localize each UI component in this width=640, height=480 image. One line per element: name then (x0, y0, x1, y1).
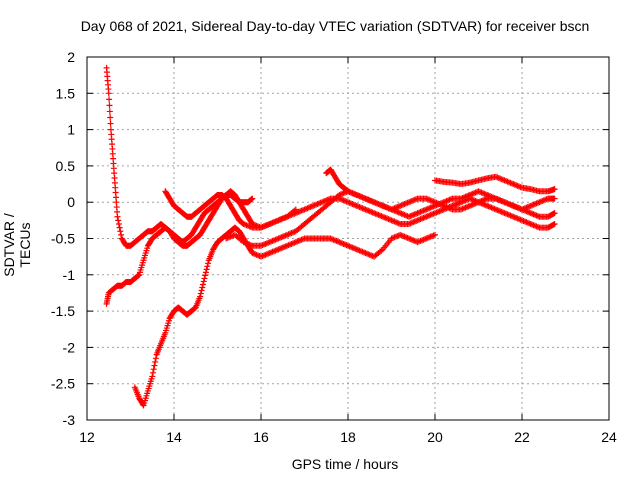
data-point (107, 114, 114, 121)
data-point (197, 293, 204, 300)
data-point (200, 278, 207, 285)
grid-lines (86, 56, 610, 421)
data-point (199, 284, 206, 291)
y-tick-label: -2.5 (51, 376, 75, 392)
data-point (149, 369, 156, 376)
data-point (106, 102, 113, 109)
satellite-track-1 (103, 64, 256, 249)
data-point (203, 266, 210, 273)
data-point (106, 96, 113, 103)
x-tick-label: 20 (427, 429, 443, 445)
data-point (151, 362, 158, 369)
data-point (105, 90, 112, 97)
data-point (118, 231, 125, 238)
satellite-track-2 (103, 188, 299, 307)
data-point (248, 196, 255, 203)
y-tick-label: -1.5 (51, 303, 75, 319)
data-point (202, 272, 209, 279)
data-point (205, 260, 212, 267)
y-tick-label: 1.5 (56, 85, 76, 101)
y-tick-label: -2 (63, 339, 76, 355)
data-point (197, 290, 204, 297)
data-point (115, 220, 122, 227)
data-point (550, 210, 557, 217)
data-point (114, 213, 121, 220)
satellite-track-7 (432, 173, 558, 195)
data-point (200, 281, 206, 288)
data-point (202, 269, 209, 276)
data-point (149, 373, 156, 380)
data-point (115, 217, 122, 224)
satellite-track-6 (323, 166, 558, 220)
data-point (201, 275, 208, 282)
data-point (150, 366, 157, 373)
data-point (107, 120, 114, 127)
satellite-track-3 (131, 224, 438, 409)
x-tick-label: 16 (253, 429, 269, 445)
x-axis-label: GPS time / hours (291, 456, 399, 472)
data-points (103, 64, 558, 409)
y-tick-label: 1 (67, 122, 75, 138)
data-point (152, 358, 159, 365)
data-point (106, 108, 113, 115)
satellite-track-5 (223, 188, 558, 249)
data-point (551, 186, 558, 193)
data-point (135, 272, 142, 279)
data-point (204, 263, 211, 270)
axis-ticks: 12 14 16 18 20 22 24 -3 -2.5 -2 -1.5 -1 -0.5 0 0.5 1 1.5… (51, 49, 617, 445)
y-tick-label: -0.5 (51, 231, 75, 247)
x-tick-label: 18 (340, 429, 356, 445)
x-tick-label: 22 (514, 429, 530, 445)
y-axis-label: SDTVAR / TECUs (1, 213, 33, 277)
data-point (551, 210, 558, 217)
y-tick-label: 0.5 (56, 158, 76, 174)
y-tick-label: -3 (63, 412, 76, 428)
y-tick-label: -1 (63, 267, 76, 283)
x-tick-label: 12 (79, 429, 95, 445)
satellite-track-4 (162, 188, 558, 231)
data-point (249, 195, 256, 202)
data-point (432, 231, 438, 238)
x-tick-label: 24 (601, 429, 617, 445)
data-point (117, 228, 124, 235)
data-point (152, 355, 159, 362)
x-tick-label: 14 (166, 429, 182, 445)
data-point (198, 287, 205, 294)
data-point (551, 220, 558, 227)
data-point (550, 221, 557, 228)
y-tick-label: 0 (67, 194, 75, 210)
chart-title: Day 068 of 2021, Sidereal Day-to-day VTE… (80, 18, 590, 34)
data-point (551, 195, 558, 202)
data-point (116, 224, 123, 231)
y-tick-label: 2 (67, 49, 75, 65)
